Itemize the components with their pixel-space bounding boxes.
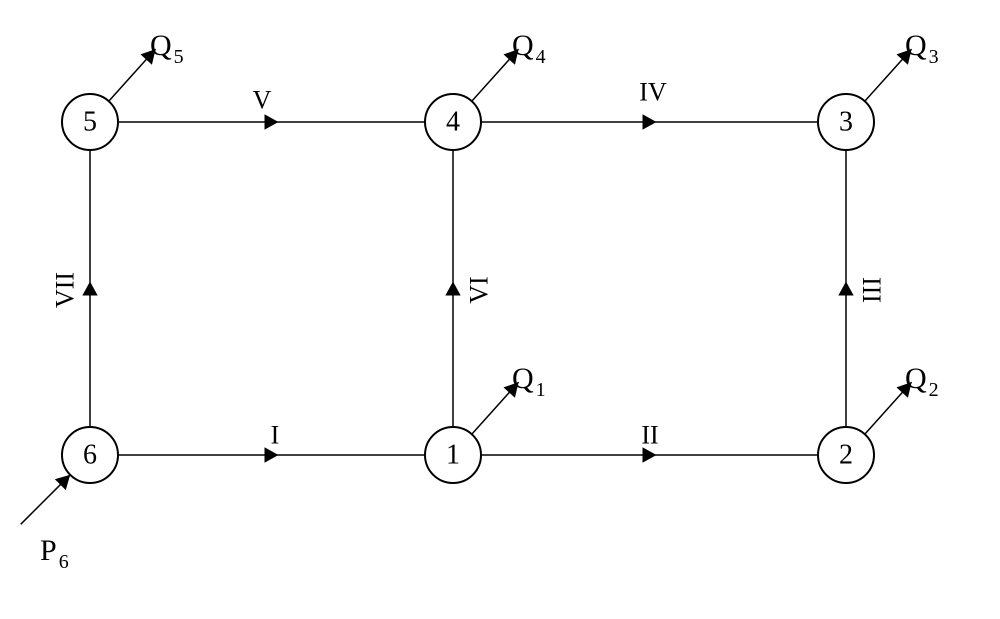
ext-label-q4: Q4: [512, 29, 546, 68]
edge-label-e4: IV: [639, 78, 667, 107]
external-q5: Q5: [109, 29, 184, 101]
edge-label-e3: III: [858, 277, 887, 303]
edge-arrow-e6: [445, 282, 460, 296]
node-1: 1: [425, 427, 481, 483]
external-q2: Q2: [865, 362, 939, 434]
edge-e4: IV: [481, 78, 818, 130]
node-2: 2: [818, 427, 874, 483]
edge-e3: III: [838, 150, 886, 427]
node-6: 6: [62, 427, 118, 483]
edge-e5: V: [118, 86, 425, 130]
external-q3: Q3: [865, 29, 939, 101]
edge-label-e2: II: [641, 421, 658, 450]
node-label-5: 5: [83, 107, 97, 138]
node-label-2: 2: [839, 440, 853, 471]
edge-e1: I: [118, 421, 425, 463]
edge-arrow-e7: [82, 282, 97, 296]
ext-label-q1: Q1: [512, 362, 546, 401]
edge-arrow-e2: [643, 447, 657, 462]
node-label-3: 3: [839, 107, 853, 138]
edge-e2: II: [481, 421, 818, 463]
edge-arrow-e4: [643, 114, 657, 129]
node-4: 4: [425, 94, 481, 150]
node-3: 3: [818, 94, 874, 150]
node-label-4: 4: [446, 107, 460, 138]
ext-label-q2: Q2: [905, 362, 939, 401]
edge-arrow-e1: [265, 447, 279, 462]
node-label-1: 1: [446, 440, 460, 471]
edge-label-e7: VII: [51, 272, 80, 308]
edge-arrow-e3: [838, 282, 853, 296]
external-q4: Q4: [472, 29, 546, 101]
edge-e6: VI: [445, 150, 493, 427]
node-5: 5: [62, 94, 118, 150]
node-label-6: 6: [83, 440, 97, 471]
edge-label-e5: V: [253, 86, 272, 115]
external-p6: P6: [21, 475, 70, 573]
ext-label-p6: P6: [40, 534, 69, 573]
edge-e7: VII: [51, 150, 98, 427]
edge-arrow-e5: [265, 114, 279, 129]
edge-label-e6: VI: [465, 276, 494, 303]
edge-label-e1: I: [271, 421, 280, 450]
network-diagram: IIIIIIIVVVIVIIQ1Q2Q3Q4Q5P6123456: [0, 0, 1000, 619]
external-q1: Q1: [472, 362, 546, 434]
ext-label-q5: Q5: [150, 29, 184, 68]
ext-label-q3: Q3: [905, 29, 939, 68]
